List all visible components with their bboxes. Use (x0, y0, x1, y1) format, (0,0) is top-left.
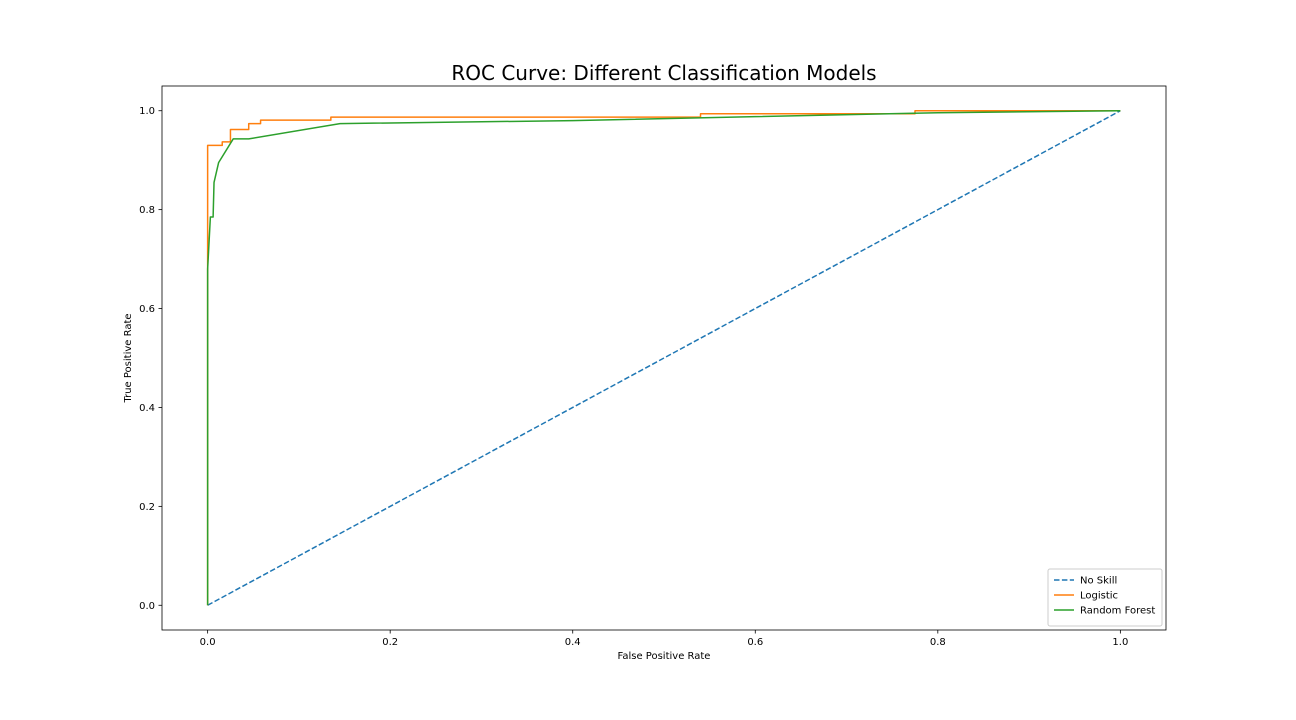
y-tick-label: 1.0 (139, 106, 155, 117)
y-tick-label: 0.0 (139, 601, 155, 612)
axes-frame (161, 85, 1167, 631)
y-tick-label: 0.2 (139, 502, 155, 513)
chart-title: ROC Curve: Different Classification Mode… (451, 61, 876, 85)
legend-label: Random Forest (1080, 606, 1155, 617)
legend-label: Logistic (1080, 591, 1118, 602)
x-tick-label: 1.0 (1112, 637, 1128, 648)
series-line-random-forest (206, 109, 1121, 606)
y-tick-label: 0.6 (139, 304, 155, 315)
x-tick-label: 0.4 (565, 637, 581, 648)
y-axis-label: True Positive Rate (123, 313, 134, 403)
legend-box (1047, 568, 1163, 627)
y-axis-ticks: 0.0 0.2 0.4 0.6 0.8 1.0 (139, 106, 162, 612)
x-tick-label: 0.6 (747, 637, 763, 648)
series-line-no-skill (207, 110, 1121, 606)
legend: No Skill Logistic Random Forest (1047, 568, 1163, 627)
x-tick-label: 0.8 (930, 637, 946, 648)
x-tick-label: 0.2 (382, 637, 398, 648)
y-tick-label: 0.4 (139, 403, 155, 414)
x-axis-ticks: 0.0 0.2 0.4 0.6 0.8 1.0 (200, 630, 1128, 648)
series-line-logistic (206, 109, 1121, 606)
x-axis-label: False Positive Rate (618, 651, 711, 662)
y-tick-label: 0.8 (139, 205, 155, 216)
x-tick-label: 0.0 (200, 637, 216, 648)
legend-label: No Skill (1080, 576, 1117, 587)
plot-area (206, 109, 1121, 606)
